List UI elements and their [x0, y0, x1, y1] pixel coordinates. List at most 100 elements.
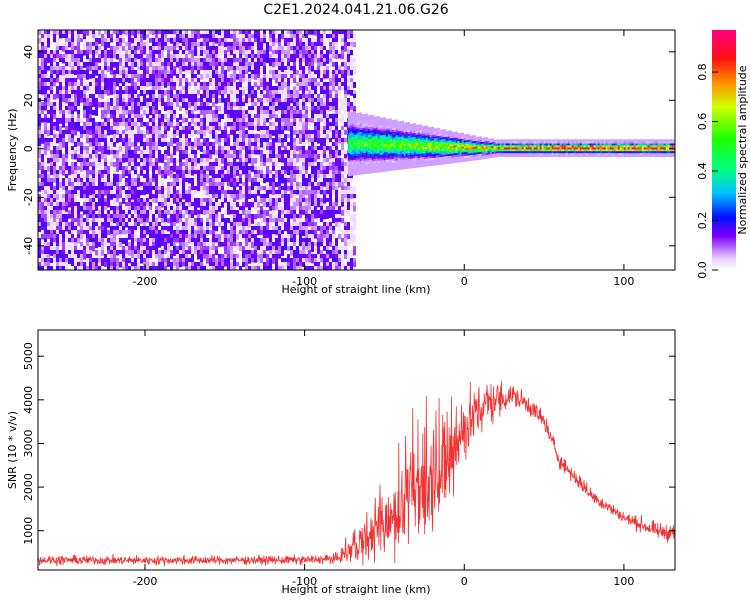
heatmap-cell	[47, 30, 50, 35]
heatmap-cell	[263, 250, 266, 255]
heatmap-cell	[89, 218, 92, 223]
heatmap-cell	[134, 258, 137, 263]
heatmap-cell	[83, 206, 86, 212]
heatmap-cell	[305, 102, 308, 107]
heatmap-cell	[329, 170, 332, 176]
heatmap-cell	[329, 242, 332, 247]
heatmap-cell	[191, 258, 194, 263]
heatmap-cell	[104, 242, 107, 248]
heatmap-cell	[110, 158, 113, 164]
heatmap-cell	[209, 206, 212, 211]
heatmap-cell	[293, 190, 296, 196]
heatmap-cell	[224, 38, 227, 44]
heatmap-cell	[263, 78, 266, 83]
heatmap-cell	[173, 174, 176, 180]
heatmap-cell	[278, 90, 281, 96]
heatmap-cell	[314, 114, 317, 120]
heatmap-cell	[125, 78, 128, 83]
heatmap-cell	[161, 142, 164, 147]
heatmap-cell	[131, 70, 134, 75]
heatmap-cell	[182, 90, 185, 96]
heatmap-cell	[206, 74, 209, 79]
heatmap-cell	[185, 174, 188, 180]
heatmap-cell	[224, 42, 227, 47]
heatmap-cell	[77, 174, 80, 180]
heatmap-cell	[287, 210, 290, 215]
heatmap-cell	[305, 38, 308, 44]
heatmap-cell	[293, 50, 296, 56]
heatmap-cell	[296, 70, 299, 75]
heatmap-cell	[212, 34, 215, 40]
heatmap-cell	[254, 206, 257, 211]
heatmap-cell	[326, 174, 329, 179]
heatmap-cell	[251, 162, 254, 168]
heatmap-cell	[107, 150, 110, 155]
heatmap-cell	[314, 226, 317, 232]
heatmap-cell	[260, 154, 263, 160]
heatmap-cell	[56, 222, 59, 227]
heatmap-cell	[185, 166, 188, 172]
heatmap-cell	[236, 98, 239, 104]
heatmap-cell	[215, 158, 218, 164]
heatmap-cell	[191, 206, 194, 211]
heatmap-cell	[173, 138, 176, 144]
heatmap-cell	[170, 222, 173, 228]
heatmap-cell	[221, 186, 224, 191]
heatmap-cell	[86, 158, 89, 164]
heatmap-cell	[248, 58, 251, 63]
heatmap-cell	[296, 94, 299, 99]
heatmap-cell	[206, 70, 209, 76]
heatmap-cell	[281, 74, 284, 79]
heatmap-cell	[200, 266, 203, 270]
heatmap-cell	[248, 214, 251, 219]
heatmap-cell	[299, 154, 302, 159]
heatmap-cell	[89, 254, 92, 260]
heatmap-cell	[290, 170, 293, 175]
heatmap-cell	[263, 190, 266, 196]
heatmap-cell	[182, 222, 185, 227]
heatmap-cell	[179, 138, 182, 144]
heatmap-cell	[116, 238, 119, 244]
heatmap-cell	[251, 126, 254, 131]
heatmap-cell	[155, 206, 158, 212]
heatmap-cell	[146, 38, 149, 44]
heatmap-cell	[299, 74, 302, 79]
heatmap-cell	[119, 50, 122, 56]
heatmap-cell	[200, 118, 203, 124]
heatmap-cell	[176, 62, 179, 68]
heatmap-cell	[137, 222, 140, 227]
heatmap-cell	[176, 210, 179, 215]
heatmap-cell	[155, 198, 158, 204]
heatmap-cell	[263, 94, 266, 100]
heatmap-cell	[266, 182, 269, 188]
heatmap-cell	[155, 186, 158, 191]
heatmap-cell	[233, 198, 236, 204]
heatmap-cell	[95, 122, 98, 128]
heatmap-cell	[293, 174, 296, 179]
heatmap-cell	[161, 194, 164, 200]
heatmap-cell	[197, 58, 200, 64]
heatmap-cell	[215, 94, 218, 100]
heatmap-cell	[41, 46, 44, 52]
heatmap-cell	[53, 74, 56, 80]
heatmap-cell	[128, 166, 131, 171]
heatmap-cell	[170, 46, 173, 51]
heatmap-cell	[206, 114, 209, 120]
heatmap-cell	[290, 210, 293, 215]
heatmap-cell	[122, 138, 125, 144]
heatmap-cell	[218, 106, 221, 112]
heatmap-cell	[110, 126, 113, 132]
heatmap-cell	[185, 134, 188, 139]
heatmap-cell	[62, 110, 65, 115]
heatmap-cell	[137, 38, 140, 44]
heatmap-cell	[152, 218, 155, 223]
heatmap-cell	[134, 250, 137, 256]
heatmap-cell	[236, 122, 239, 128]
heatmap-cell	[311, 74, 314, 79]
heatmap-cell	[314, 206, 317, 212]
heatmap-cell	[221, 46, 224, 51]
heatmap-cell	[80, 30, 83, 36]
heatmap-cell	[131, 166, 134, 171]
heatmap-cell	[59, 210, 62, 216]
heatmap-cell	[269, 174, 272, 179]
